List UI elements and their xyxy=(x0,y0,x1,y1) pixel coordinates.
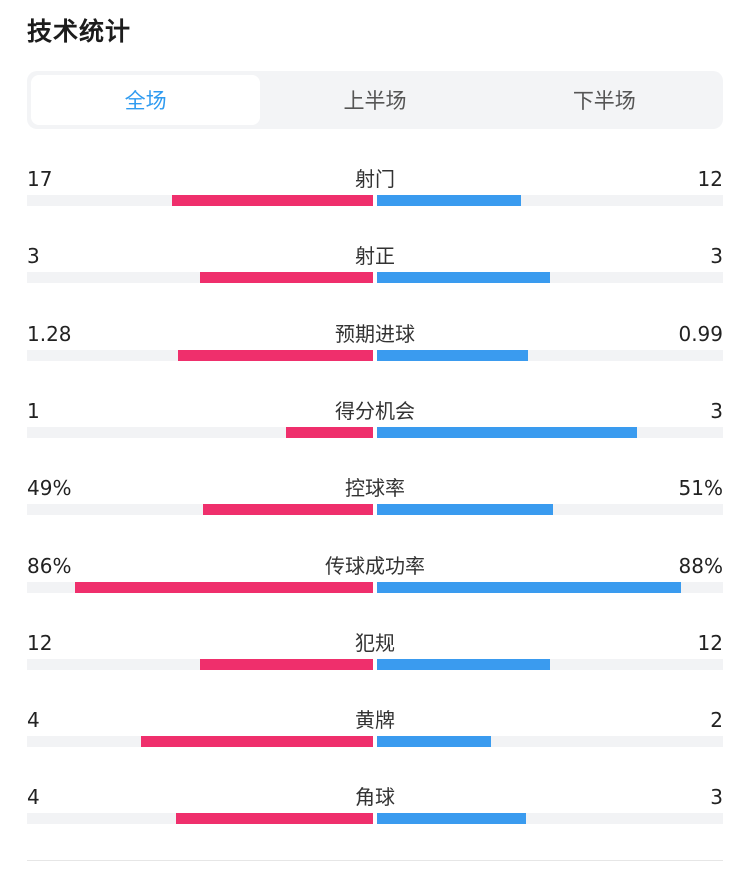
home-track xyxy=(27,581,373,593)
away-value: 12 xyxy=(697,167,723,191)
home-value: 3 xyxy=(27,244,40,269)
tab-second-half[interactable]: 下半场 xyxy=(572,89,636,113)
stat-row: 12 犯规 12 xyxy=(0,629,750,689)
bottom-divider xyxy=(27,860,723,861)
away-value: 12 xyxy=(697,630,723,655)
home-track xyxy=(27,736,373,748)
home-track xyxy=(27,504,373,516)
away-bar xyxy=(377,426,637,438)
away-value: 2 xyxy=(710,708,723,733)
stat-row: 3 射正 3 xyxy=(0,242,750,302)
away-track xyxy=(377,272,723,284)
away-track xyxy=(377,195,723,206)
stat-label: 得分机会 xyxy=(335,398,415,423)
home-bar xyxy=(75,581,373,593)
away-value: 51% xyxy=(678,476,723,501)
away-track xyxy=(377,349,723,361)
home-bar xyxy=(178,349,373,361)
home-value: 17 xyxy=(27,167,53,191)
away-bar xyxy=(377,195,521,206)
away-track xyxy=(377,426,723,438)
stat-label: 犯规 xyxy=(355,630,395,655)
away-value: 3 xyxy=(710,398,723,423)
stat-row: 1 得分机会 3 xyxy=(0,397,750,457)
home-value: 86% xyxy=(27,553,72,578)
stat-label: 预期进球 xyxy=(335,321,415,346)
home-bar xyxy=(141,736,373,748)
stat-label: 角球 xyxy=(355,785,395,810)
stat-row: 4 黄牌 2 xyxy=(0,706,750,766)
period-tabs: 全场 上半场 下半场 xyxy=(27,71,723,129)
home-track xyxy=(27,195,373,206)
home-value: 1.28 xyxy=(27,321,72,346)
tab-first-half[interactable]: 上半场 xyxy=(343,89,407,113)
away-value: 3 xyxy=(710,244,723,269)
away-bar xyxy=(377,658,550,670)
away-bar xyxy=(377,813,526,825)
home-track xyxy=(27,272,373,284)
home-value: 12 xyxy=(27,630,53,655)
tab-full-match[interactable]: 全场 xyxy=(31,75,261,125)
away-value: 3 xyxy=(710,785,723,810)
away-track xyxy=(377,658,723,670)
stat-label: 射门 xyxy=(355,167,395,191)
stat-row: 4 角球 3 xyxy=(0,783,750,843)
away-value: 0.99 xyxy=(678,321,723,346)
away-track xyxy=(377,504,723,516)
stat-row: 86% 传球成功率 88% xyxy=(0,552,750,612)
away-bar xyxy=(377,504,553,516)
away-track xyxy=(377,813,723,825)
stat-label: 传球成功率 xyxy=(325,553,425,578)
away-track xyxy=(377,581,723,593)
stat-label: 黄牌 xyxy=(355,708,395,733)
away-bar xyxy=(377,272,550,284)
away-value: 88% xyxy=(678,553,723,578)
home-value: 4 xyxy=(27,785,40,810)
page-title: 技术统计 xyxy=(27,17,132,46)
away-bar xyxy=(377,349,528,361)
home-track xyxy=(27,349,373,361)
home-bar xyxy=(203,504,373,516)
home-bar xyxy=(172,195,373,206)
home-track xyxy=(27,426,373,438)
stat-label: 控球率 xyxy=(345,476,405,501)
away-track xyxy=(377,736,723,748)
home-track xyxy=(27,813,373,825)
home-track xyxy=(27,658,373,670)
home-value: 49% xyxy=(27,476,72,501)
stat-row: 1.28 预期进球 0.99 xyxy=(0,320,750,380)
away-bar xyxy=(377,581,681,593)
home-bar xyxy=(200,658,373,670)
home-bar xyxy=(176,813,373,825)
home-bar xyxy=(286,426,373,438)
home-bar xyxy=(200,272,373,284)
home-value: 4 xyxy=(27,708,40,733)
stat-label: 射正 xyxy=(355,244,395,269)
home-value: 1 xyxy=(27,398,40,423)
away-bar xyxy=(377,736,491,748)
stat-row: 17 射门 12 xyxy=(0,165,750,225)
stat-row: 49% 控球率 51% xyxy=(0,474,750,534)
